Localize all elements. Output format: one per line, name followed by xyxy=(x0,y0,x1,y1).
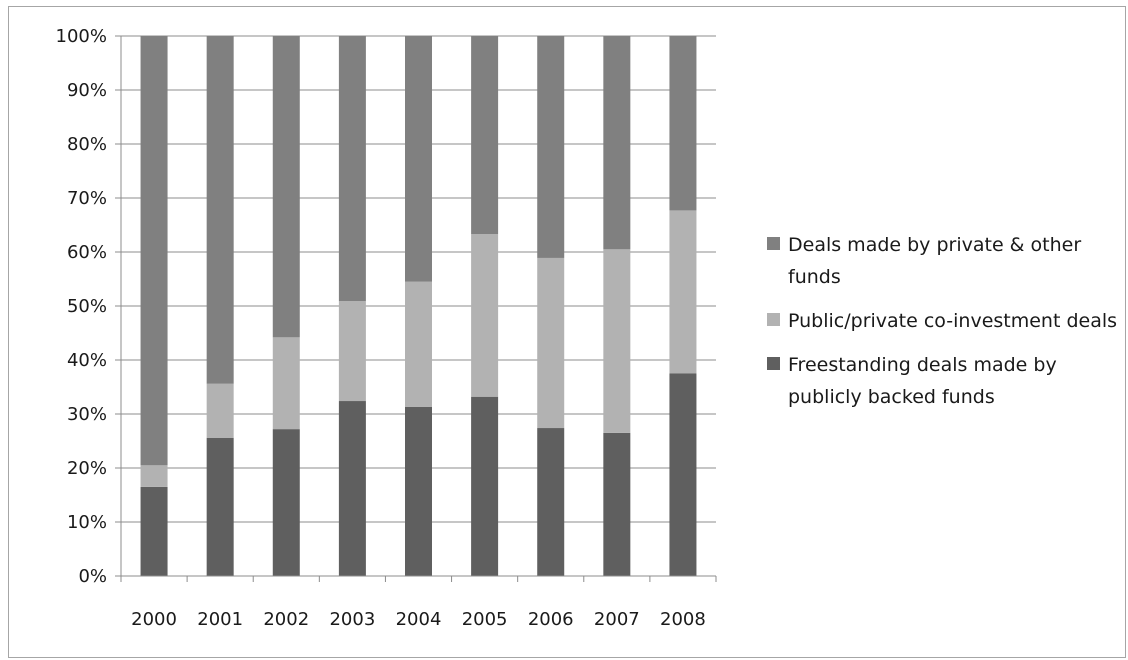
bar-segment xyxy=(272,429,300,576)
bar-segment xyxy=(603,249,631,433)
x-tick-label: 2001 xyxy=(197,609,243,630)
bar-segment xyxy=(537,257,565,429)
y-tick-label: 100% xyxy=(56,26,107,47)
bar-segment xyxy=(537,428,565,576)
chart-frame: 0% 10% 20% 30% 40% 50% 60% 70% 80% 90% 100% 2000 200… xyxy=(8,6,1126,658)
x-tick-label: 2007 xyxy=(594,609,640,630)
bar-segment xyxy=(471,396,499,576)
x-tick-label: 2003 xyxy=(329,609,375,630)
legend-swatch-freestanding xyxy=(767,357,780,370)
legend-swatch-private xyxy=(767,237,780,250)
x-tick-label: 2008 xyxy=(660,609,706,630)
bar-segment xyxy=(140,465,168,487)
bar-segment xyxy=(272,36,300,338)
bar-segment xyxy=(405,281,432,407)
x-tick-label: 2006 xyxy=(528,609,574,630)
bar-segment xyxy=(405,36,432,282)
bar-segment xyxy=(603,432,631,576)
y-tick-label: 70% xyxy=(67,188,107,209)
y-tick-label: 50% xyxy=(67,296,107,317)
bar-segment xyxy=(603,36,631,250)
bar-segment xyxy=(669,36,697,211)
bars xyxy=(140,36,697,576)
stacked-bar-chart: 0% 10% 20% 30% 40% 50% 60% 70% 80% 90% 100% 2000 200… xyxy=(56,26,717,630)
bar-segment xyxy=(338,401,366,576)
bar-segment xyxy=(206,36,234,384)
bar-segment xyxy=(669,373,697,576)
y-tick-label: 20% xyxy=(67,458,107,479)
legend-item-private: Deals made by private & other funds xyxy=(767,229,1127,293)
legend-label-coinvestment: Public/private co-investment deals xyxy=(788,310,1118,332)
bar-segment xyxy=(338,301,366,402)
axes: 0% 10% 20% 30% 40% 50% 60% 70% 80% 90% 100% 2000 200… xyxy=(56,26,717,630)
x-tick-label: 2000 xyxy=(131,609,177,630)
legend-item-freestanding: Freestanding deals made by publicly back… xyxy=(767,349,1127,413)
y-tick-label: 40% xyxy=(67,350,107,371)
bar-segment xyxy=(405,406,432,576)
bar-segment xyxy=(537,36,565,258)
bar-segment xyxy=(140,486,168,576)
y-tick-label: 10% xyxy=(67,512,107,533)
bar-segment xyxy=(140,36,168,466)
x-tick-label: 2002 xyxy=(263,609,309,630)
bar-segment xyxy=(669,210,697,374)
legend: Deals made by private & other funds Publ… xyxy=(767,229,1127,425)
y-tick-label: 60% xyxy=(67,242,107,263)
legend-item-coinvestment: Public/private co-investment deals xyxy=(767,305,1127,337)
y-tick-label: 30% xyxy=(67,404,107,425)
legend-label-freestanding: Freestanding deals made by publicly back… xyxy=(788,354,1057,408)
y-tick-label: 80% xyxy=(67,134,107,155)
x-tick-label: 2004 xyxy=(396,609,442,630)
bar-segment xyxy=(471,234,499,397)
bar-segment xyxy=(206,383,234,438)
y-tick-label: 90% xyxy=(67,80,107,101)
legend-swatch-coinvestment xyxy=(767,313,780,326)
y-tick-label: 0% xyxy=(78,566,107,587)
x-tick-label: 2005 xyxy=(462,609,508,630)
bar-segment xyxy=(272,337,300,430)
bar-segment xyxy=(471,36,499,235)
bar-segment xyxy=(338,36,366,302)
legend-label-private: Deals made by private & other funds xyxy=(788,234,1082,288)
bar-segment xyxy=(206,437,234,576)
